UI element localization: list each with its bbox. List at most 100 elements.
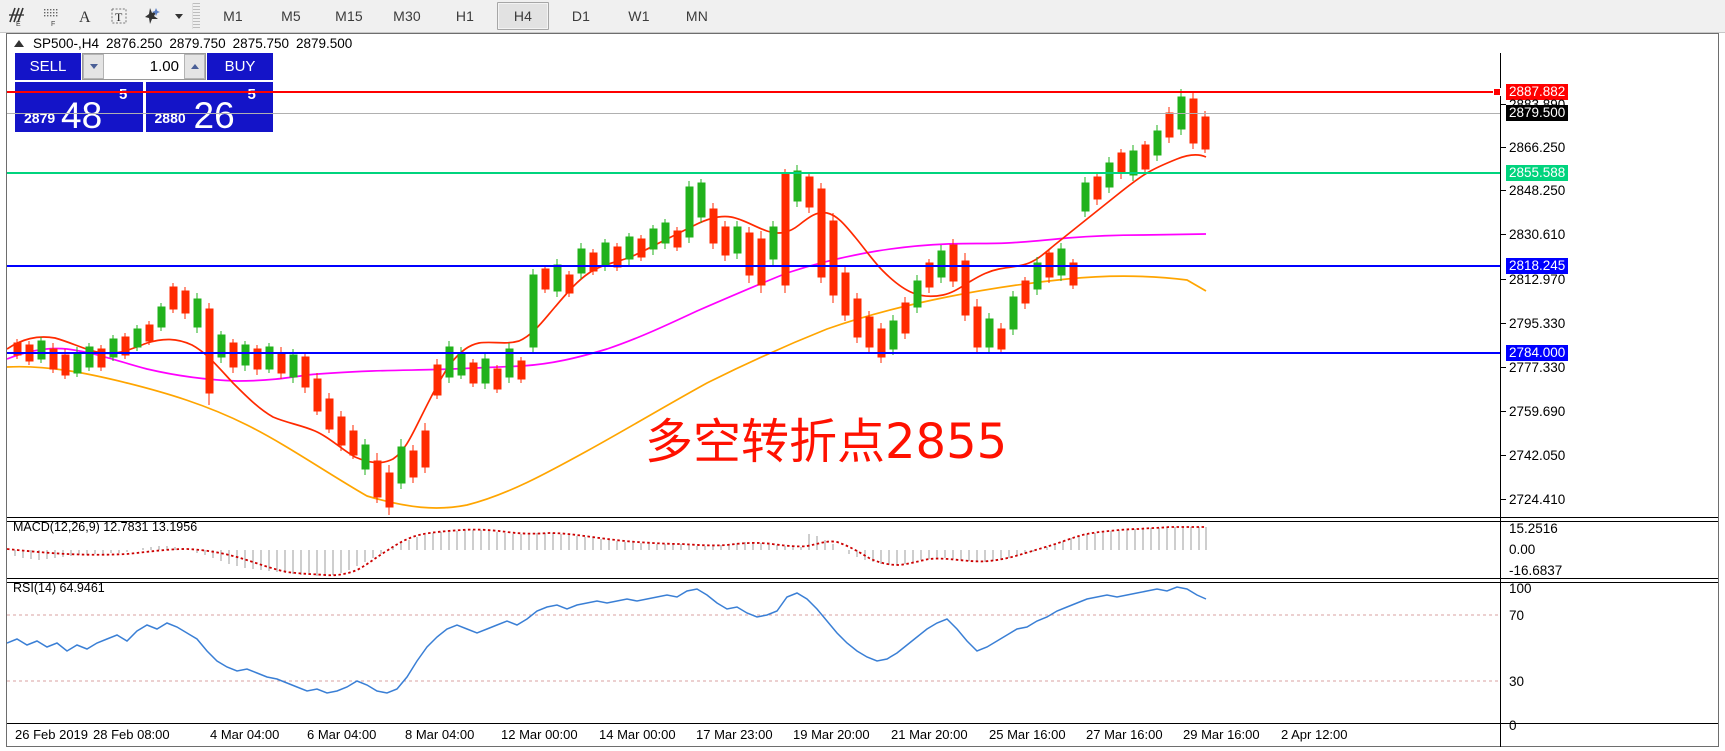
time-label-7: 17 Mar 23:00 xyxy=(696,727,773,742)
timeframe-m5[interactable]: M5 xyxy=(281,8,301,24)
oct-top-row: SELL 1.00 BUY xyxy=(15,53,273,80)
grid-f-icon[interactable]: F xyxy=(34,1,68,31)
time-label-9: 21 Mar 20:00 xyxy=(891,727,968,742)
pane-divider-macd[interactable] xyxy=(7,517,1718,522)
macd-signal-line xyxy=(7,526,1206,577)
volume-stepper[interactable]: 1.00 xyxy=(82,53,206,80)
support-line-2784 xyxy=(7,352,1500,354)
macd-axis-label-min: -16.6837 xyxy=(1509,563,1563,578)
ohlc-open: 2876.250 xyxy=(106,36,163,51)
svg-text:T: T xyxy=(115,10,123,24)
time-label-8: 19 Mar 20:00 xyxy=(793,727,870,742)
price-label-resistance: 2887.882 xyxy=(1506,84,1569,100)
chevron-down-icon[interactable] xyxy=(170,1,188,31)
pivot-line-2855 xyxy=(7,172,1500,174)
price-label-pivot: 2855.588 xyxy=(1506,165,1569,181)
last-price-line xyxy=(7,113,1500,114)
time-axis: 26 Feb 2019 28 Feb 08:00 4 Mar 04:00 6 M… xyxy=(7,723,1718,746)
indicators-icon[interactable]: E xyxy=(0,1,34,31)
macd-indicator-label: MACD(12,26,9) 12.7831 13.1956 xyxy=(13,520,198,534)
timeframe-m30[interactable]: M30 xyxy=(393,8,421,24)
ma-slow-orange xyxy=(7,275,1207,509)
objects-icon[interactable] xyxy=(136,1,170,31)
oct-price-row: 2879 48 5 2880 26 5 xyxy=(15,82,273,136)
timeframe-h1[interactable]: H1 xyxy=(455,8,475,24)
text-a-icon[interactable]: A xyxy=(68,1,102,31)
quote-line: SP500-,H4 2876.250 2879.750 2875.750 287… xyxy=(7,34,1718,53)
timeframe-mn[interactable]: MN xyxy=(685,8,709,24)
rsi-axis-label-100: 100 xyxy=(1509,581,1532,596)
rsi-axis-label-70: 70 xyxy=(1509,608,1525,623)
time-label-10: 25 Mar 16:00 xyxy=(989,727,1066,742)
svg-text:A: A xyxy=(79,9,91,26)
rsi-line xyxy=(7,586,1207,694)
macd-histogram xyxy=(14,527,1207,576)
chart-window: SP500-,H4 2876.250 2879.750 2875.750 287… xyxy=(6,33,1719,747)
chart-annotation-text[interactable]: 多空转折点2855 xyxy=(645,414,1008,470)
timeframe-m1[interactable]: M1 xyxy=(223,8,243,24)
time-label-13: 2 Apr 12:00 xyxy=(1281,727,1348,742)
price-axis-line xyxy=(1500,53,1501,747)
svg-text:E: E xyxy=(16,21,21,27)
rsi-indicator-label: RSI(14) 64.9461 xyxy=(13,581,105,595)
bid-price-integer: 2879 xyxy=(24,110,56,126)
one-click-trading-panel[interactable]: SELL 1.00 BUY 2879 48 5 2880 26 5 xyxy=(15,53,273,158)
timeframe-d1[interactable]: D1 xyxy=(571,8,591,24)
timeframe-w1[interactable]: W1 xyxy=(628,8,650,24)
volume-input[interactable]: 1.00 xyxy=(104,54,184,79)
time-label-5: 12 Mar 00:00 xyxy=(501,727,578,742)
ask-price-pips: 26 xyxy=(193,95,235,136)
ohlc-low: 2875.750 xyxy=(232,36,289,51)
price-plot[interactable] xyxy=(7,53,1500,517)
bid-price-pips: 48 xyxy=(61,95,103,136)
ohlc-close: 2879.500 xyxy=(295,36,353,51)
ma-medium-magenta xyxy=(7,233,1207,382)
resistance-line-handle[interactable] xyxy=(1493,88,1501,96)
bid-price-display[interactable]: 2879 48 5 xyxy=(15,82,143,136)
rsi-axis-label-30: 30 xyxy=(1509,674,1525,689)
toolbar-divider xyxy=(192,3,200,29)
price-label-2848: 2848.250 xyxy=(1501,183,1565,198)
pane-divider-rsi[interactable] xyxy=(7,578,1718,583)
price-label-support-2818: 2818.245 xyxy=(1506,258,1569,274)
price-label-2866: 2866.250 xyxy=(1501,140,1565,155)
price-label-2759: 2759.690 xyxy=(1501,404,1565,419)
price-label-last: 2879.500 xyxy=(1506,105,1569,121)
ask-price-fraction: 5 xyxy=(247,86,256,103)
ask-price-integer: 2880 xyxy=(154,110,186,126)
price-label-2777: 2777.330 xyxy=(1501,360,1565,375)
time-label-6: 14 Mar 00:00 xyxy=(599,727,676,742)
toolbar: E F A T M1 M5 M15 M30 H xyxy=(0,0,1725,33)
timeframe-m15[interactable]: M15 xyxy=(335,8,363,24)
macd-axis-label-zero: 0.00 xyxy=(1509,542,1536,557)
time-label-3: 6 Mar 04:00 xyxy=(307,727,377,742)
macd-plot[interactable] xyxy=(7,522,1500,580)
ask-price-display[interactable]: 2880 26 5 xyxy=(145,82,273,136)
chart-symbol: SP500-,H4 xyxy=(33,36,100,51)
resistance-line-2887 xyxy=(7,91,1500,93)
time-label-11: 27 Mar 16:00 xyxy=(1086,727,1163,742)
price-label-2795: 2795.330 xyxy=(1501,316,1565,331)
candlestick-series xyxy=(13,89,1210,515)
support-line-2818 xyxy=(7,265,1500,267)
buy-button[interactable]: BUY xyxy=(207,53,273,80)
price-label-2830: 2830.610 xyxy=(1501,227,1565,242)
ohlc-high: 2879.750 xyxy=(169,36,226,51)
timeframe-h4[interactable]: H4 xyxy=(497,2,549,30)
price-label-2742: 2742.050 xyxy=(1501,448,1565,463)
rsi-plot[interactable] xyxy=(7,581,1500,746)
sell-button[interactable]: SELL xyxy=(15,53,81,80)
time-label-12: 29 Mar 16:00 xyxy=(1183,727,1260,742)
collapse-triangle-icon[interactable] xyxy=(14,40,24,47)
bid-price-fraction: 5 xyxy=(119,86,128,103)
time-label-4: 8 Mar 04:00 xyxy=(405,727,475,742)
text-label-icon[interactable]: T xyxy=(102,1,136,31)
price-label-support-2784: 2784.000 xyxy=(1506,345,1569,361)
rsi-axis-label-0: 0 xyxy=(1509,718,1517,733)
volume-increment-button[interactable] xyxy=(184,54,205,79)
svg-text:F: F xyxy=(51,21,55,27)
time-label-1: 28 Feb 08:00 xyxy=(93,727,170,742)
time-label-2: 4 Mar 04:00 xyxy=(210,727,280,742)
volume-decrement-button[interactable] xyxy=(83,54,104,79)
price-label-2724: 2724.410 xyxy=(1501,492,1565,507)
